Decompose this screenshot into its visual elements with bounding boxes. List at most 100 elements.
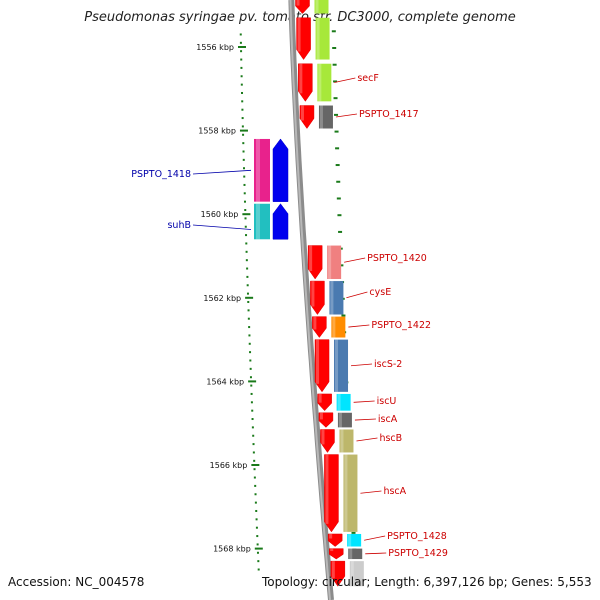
gene-arrow-shine (331, 561, 335, 579)
gene-label: hscA (383, 486, 406, 497)
scale-dot (336, 180, 341, 183)
gene-label: iscA (378, 414, 398, 425)
scale-dot (241, 117, 244, 120)
gene-label: hscB (379, 433, 402, 444)
scale-dot (247, 317, 250, 320)
scale-dot (241, 91, 244, 94)
gene-cog-block (331, 316, 346, 338)
scale-dot (240, 75, 243, 78)
gene-label-leader (192, 169, 252, 175)
scale-dot (333, 80, 338, 83)
scale-dot (241, 108, 244, 111)
scale-dot (256, 551, 259, 554)
scale-tick (239, 129, 248, 132)
scale-dot (242, 158, 245, 161)
scale-dot (249, 367, 252, 370)
gene-arrow-shine (311, 281, 315, 307)
gene-label-leader (346, 291, 368, 299)
scale-dot (246, 284, 249, 287)
gene-label-leader (353, 400, 375, 403)
gene-cog-block (339, 429, 354, 453)
scale-dot (337, 214, 342, 217)
gene-arrow-shine (330, 548, 334, 552)
accession-text: Accession: NC_004578 (8, 575, 145, 589)
gene-label: PSPTO_1417 (359, 109, 419, 120)
scale-dot (242, 142, 245, 145)
gene-cog-block (315, 17, 330, 60)
gene-arrow-shine (329, 533, 333, 539)
scale-dot (249, 376, 252, 379)
scale-dot (253, 468, 256, 471)
gene-label-leader (365, 552, 387, 555)
gene-cog-block (318, 105, 333, 129)
scale-dot (245, 242, 248, 245)
gene-label-leader (334, 77, 356, 83)
scale-dot (331, 30, 336, 33)
scale-dot (245, 234, 248, 237)
scale-tick-label: 1568 kbp (213, 545, 251, 554)
scale-dot (241, 100, 244, 103)
gene-cog-block (314, 0, 329, 14)
scale-dot (257, 568, 260, 571)
scale-dot (332, 63, 337, 66)
scale-dot (334, 113, 339, 116)
gene-cog-shine (332, 316, 336, 338)
gene-cog-block (254, 203, 270, 240)
scale-dot (248, 326, 251, 329)
scale-dot (332, 47, 337, 49)
gene-cog-shine (350, 561, 354, 587)
gene-arrow-shine (321, 429, 325, 445)
scale-dot (248, 342, 251, 345)
gene-cog-shine (316, 17, 320, 60)
scale-tick (245, 296, 254, 299)
scale-dot (255, 518, 258, 521)
scale-dot (239, 41, 242, 44)
scale-dot (341, 314, 346, 317)
scale-dot (246, 292, 249, 295)
gene-cog-shine (256, 138, 260, 202)
gene-cog-block (337, 412, 352, 428)
scale-dot (247, 300, 250, 303)
scale-dot (249, 351, 252, 354)
scale-dot (253, 476, 256, 479)
gene-cog-block (329, 281, 344, 315)
gene-arrow-shine (325, 454, 329, 524)
gene-label: PSPTO_1428 (387, 531, 447, 542)
scale-dot (250, 384, 253, 387)
scale-dot (240, 66, 243, 69)
gene-cog-block (254, 138, 270, 202)
scale-dot (335, 164, 340, 167)
gene-cog-shine (315, 0, 319, 14)
scale-tick (254, 547, 263, 550)
gene-label-leader (348, 324, 370, 328)
gene-cog-shine (348, 533, 352, 547)
gene-cog-shine (319, 105, 323, 129)
scale-dot (255, 526, 258, 529)
gene-arrow-shine (319, 412, 323, 420)
scale-dot (251, 426, 254, 429)
scale-dot (256, 535, 259, 538)
gene-cog-block (327, 245, 342, 279)
gene-arrow (272, 203, 289, 240)
gene-label-leader (335, 113, 358, 118)
scale-dot (243, 192, 246, 195)
scale-tick (237, 46, 246, 48)
gene-arrow (328, 548, 344, 560)
genes-group (254, 0, 364, 587)
scale-dot (242, 133, 245, 136)
gene-arrow-shine (299, 63, 303, 94)
scale-dot (244, 217, 247, 220)
scale-dot (333, 97, 338, 100)
scale-dot (239, 33, 242, 36)
scale-dot (243, 183, 246, 186)
gene-cog-shine (349, 548, 353, 560)
scale-dot (245, 250, 248, 253)
gene-arrow-shine (300, 105, 304, 121)
scale-dot (254, 484, 257, 487)
backbone-highlight (289, 0, 331, 600)
scale-tick-label: 1562 kbp (203, 294, 241, 303)
scale-dot (251, 418, 254, 421)
scale-dot (250, 392, 253, 395)
scale-dot (248, 334, 251, 337)
scale-tick-label: 1564 kbp (206, 377, 244, 386)
